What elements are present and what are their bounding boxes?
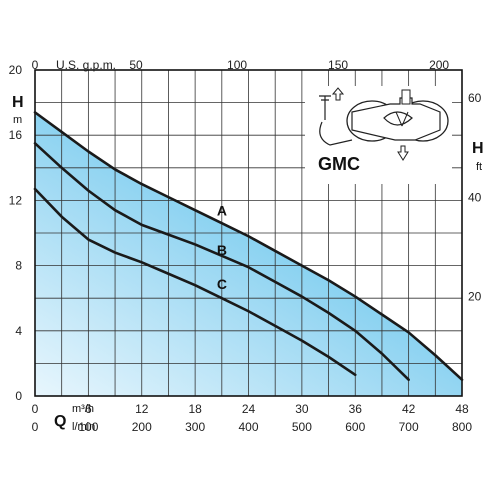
x-tick-label-m3h: 0 [32,402,39,416]
top-tick-label: 150 [328,58,348,72]
x-tick-label-lmin: 800 [452,420,472,434]
y-tick-label: 16 [9,128,23,142]
x-tick-label-m3h: 6 [85,402,92,416]
x-axis-unit-top: m³/h [72,403,94,415]
x-tick-label-m3h: 42 [402,402,416,416]
y-tick-label: 0 [15,389,22,403]
curve-label-b: B [217,242,227,258]
model-label: GMC [318,154,360,174]
x-tick-label-lmin: 300 [185,420,205,434]
x-tick-label-lmin: 100 [78,420,98,434]
x-tick-label-lmin: 200 [132,420,152,434]
x-tick-label-m3h: 36 [349,402,363,416]
x-tick-label-lmin: 600 [345,420,365,434]
y-tick-label: 12 [9,193,23,207]
top-tick-label: 0 [32,58,39,72]
left-axis-label: H [12,94,24,111]
top-axis-label: U.S. g.p.m. [56,58,116,72]
x-tick-label-m3h: 30 [295,402,309,416]
x-tick-label-lmin: 700 [399,420,419,434]
y-tick-label: 4 [15,324,22,338]
x-tick-label-m3h: 24 [242,402,256,416]
x-tick-label-m3h: 18 [188,402,202,416]
top-tick-label: 200 [429,58,449,72]
x-tick-label-lmin: 500 [292,420,312,434]
x-axis-unit-bottom: l/min [72,421,95,433]
y-right-tick-label: 60 [468,91,482,105]
y-tick-label: 20 [9,63,23,77]
curve-c [33,187,357,377]
left-axis-unit: m [13,114,22,126]
top-tick-label: 50 [129,58,143,72]
curves: A B C [33,111,464,382]
x-tick-label-m3h: 48 [455,402,469,416]
curve-b [33,142,410,382]
x-axis-label: Q [54,413,66,430]
x-tick-label-m3h: 12 [135,402,149,416]
pump-diagram-icon [305,86,452,184]
right-axis-label: H [472,140,484,157]
top-tick-label: 100 [227,58,247,72]
curve-label-a: A [217,203,227,219]
curve-label-c: C [217,276,227,292]
curve-a [33,111,464,382]
x-tick-label-lmin: 0 [32,420,39,434]
right-axis-unit: ft [476,161,482,173]
plot-frame [34,69,463,397]
y-tick-label: 8 [15,259,22,273]
y-right-tick-label: 20 [468,290,482,304]
y-right-tick-label: 40 [468,190,482,204]
x-tick-label-lmin: 400 [238,420,258,434]
